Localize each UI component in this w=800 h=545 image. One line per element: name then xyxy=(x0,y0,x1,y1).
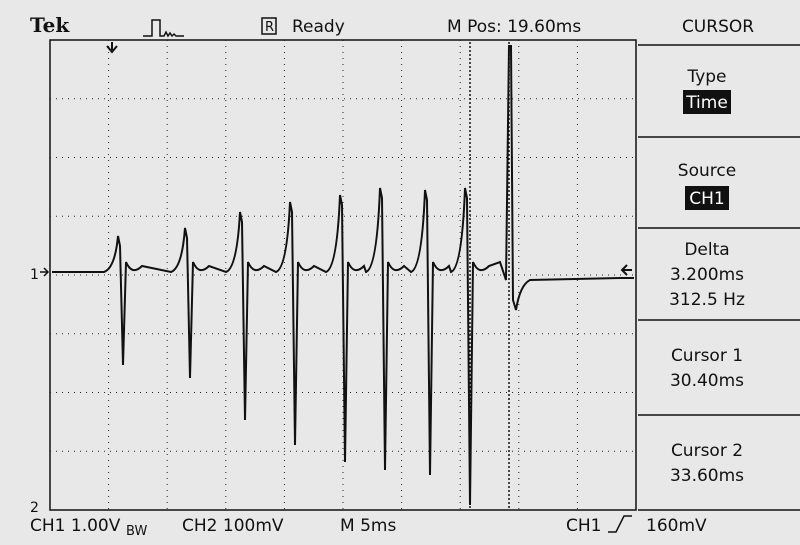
trigger-source: CH1 xyxy=(566,516,601,536)
ref-marker: R xyxy=(265,20,274,35)
trigger-level: 160mV xyxy=(646,516,707,536)
menu-value-highlight xyxy=(685,186,729,210)
ref-box xyxy=(261,17,277,35)
menu-item-type[interactable]: Type Time xyxy=(683,67,731,114)
ch2-scale: CH2 100mV xyxy=(182,516,284,536)
menu-value: Time xyxy=(685,93,728,113)
ch1-bandwidth: BW xyxy=(126,524,147,539)
acquire-icon xyxy=(143,19,184,38)
menu-item-cursor-1[interactable]: Cursor 1 30.40ms xyxy=(670,346,744,391)
brand: Tek xyxy=(30,13,70,37)
position: M Pos: 19.60ms xyxy=(447,17,581,37)
menu-item-source[interactable]: Source CH1 xyxy=(678,161,736,210)
menu-label: Source xyxy=(678,161,736,181)
ch1-scale: CH1 1.00V xyxy=(30,516,121,536)
ch1-marker: 1 xyxy=(30,267,39,283)
status: Ready xyxy=(292,17,345,37)
trigger-slope-icon xyxy=(608,515,632,533)
menu-label: Type xyxy=(686,67,726,87)
ch1-arrow xyxy=(40,267,50,277)
menu-value: 3.200ms xyxy=(670,265,744,285)
menu-item-cursor-2[interactable]: Cursor 2 33.60ms xyxy=(670,441,744,486)
menu-item-delta: Delta 3.200ms 312.5 Hz xyxy=(669,240,745,310)
menu-value: 33.60ms xyxy=(670,466,744,486)
menu-label: Delta xyxy=(684,240,729,260)
ch2-marker: 2 xyxy=(30,500,39,516)
menu-value: 312.5 Hz xyxy=(669,290,745,310)
menu-value: 30.40ms xyxy=(670,371,744,391)
menu-label: Cursor 2 xyxy=(671,441,743,461)
menu-value-highlight xyxy=(683,90,731,114)
menu-label: Cursor 1 xyxy=(671,346,743,366)
trigger-level-marker xyxy=(620,264,632,276)
menu-title: CURSOR xyxy=(682,17,754,37)
waveform xyxy=(52,45,634,506)
timebase: M 5ms xyxy=(340,516,396,536)
menu-value: CH1 xyxy=(689,189,724,209)
menu-panel: Type Time Source CH1 Delta 3.200ms 312.5… xyxy=(638,44,800,511)
trigger-position-marker xyxy=(106,42,118,54)
